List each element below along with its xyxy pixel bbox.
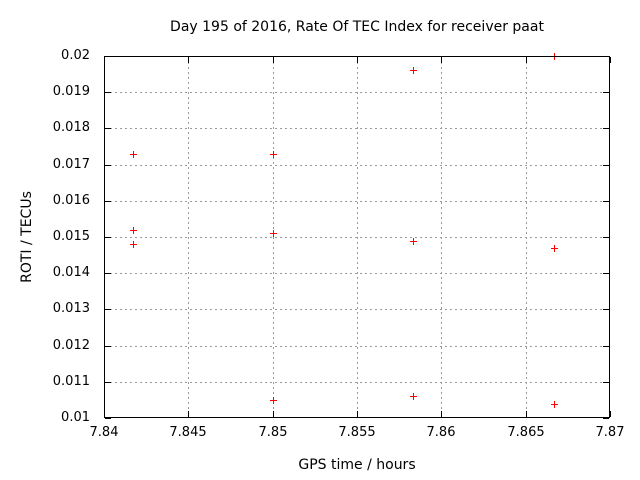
data-point-marker	[551, 401, 558, 408]
x-tick-mark-top	[273, 57, 274, 63]
y-tick-mark-right	[603, 128, 609, 129]
y-gridline	[105, 201, 609, 202]
y-tick-mark-left	[105, 201, 111, 202]
y-tick-mark-left	[105, 273, 111, 274]
x-tick-label: 7.85	[258, 425, 288, 440]
x-tick-mark-top	[526, 57, 527, 63]
y-tick-label: 0.018	[52, 120, 90, 135]
y-gridline	[105, 165, 609, 166]
y-tick-mark-right	[603, 309, 609, 310]
y-tick-mark-left	[105, 56, 111, 57]
y-tick-mark-left	[105, 92, 111, 93]
y-tick-label: 0.012	[52, 338, 90, 353]
data-point-marker	[130, 151, 137, 158]
y-tick-label: 0.019	[52, 84, 90, 99]
y-tick-label: 0.011	[52, 374, 90, 389]
x-tick-label: 7.86	[426, 425, 456, 440]
data-point-marker	[410, 393, 417, 400]
y-tick-mark-left	[105, 237, 111, 238]
y-tick-mark-left	[105, 346, 111, 347]
data-point-marker	[551, 245, 558, 252]
data-point-marker	[130, 241, 137, 248]
y-tick-mark-right	[603, 382, 609, 383]
x-tick-label: 7.84	[89, 425, 119, 440]
x-tick-mark-top	[104, 57, 105, 63]
y-tick-label: 0.013	[52, 301, 90, 316]
plot-area-border	[104, 56, 610, 418]
x-tick-label: 7.855	[338, 425, 376, 440]
data-point-marker	[270, 151, 277, 158]
y-tick-label: 0.017	[52, 157, 90, 172]
y-tick-mark-left	[105, 128, 111, 129]
y-tick-mark-right	[603, 165, 609, 166]
y-tick-mark-right	[603, 346, 609, 347]
y-tick-mark-right	[603, 273, 609, 274]
y-gridline	[105, 92, 609, 93]
y-gridline	[105, 382, 609, 383]
y-tick-mark-left	[105, 165, 111, 166]
y-gridline	[105, 309, 609, 310]
x-tick-mark-bottom	[104, 411, 105, 417]
x-tick-mark-top	[610, 57, 611, 63]
y-tick-mark-right	[603, 56, 609, 57]
x-tick-label: 7.845	[169, 425, 207, 440]
x-tick-mark-bottom	[357, 411, 358, 417]
x-tick-mark-top	[441, 57, 442, 63]
x-tick-mark-top	[188, 57, 189, 63]
y-tick-label: 0.016	[52, 193, 90, 208]
y-tick-mark-left	[105, 418, 111, 419]
x-tick-mark-bottom	[610, 411, 611, 417]
data-point-marker	[270, 230, 277, 237]
x-tick-mark-bottom	[441, 411, 442, 417]
x-tick-label: 7.87	[595, 425, 625, 440]
chart-title: Day 195 of 2016, Rate Of TEC Index for r…	[170, 19, 544, 35]
x-tick-mark-bottom	[273, 411, 274, 417]
x-tick-mark-bottom	[188, 411, 189, 417]
y-gridline	[105, 128, 609, 129]
x-axis-label: GPS time / hours	[298, 457, 416, 473]
y-tick-label: 0.01	[61, 410, 90, 425]
data-point-marker	[410, 67, 417, 74]
y-tick-mark-right	[603, 237, 609, 238]
y-gridline	[105, 273, 609, 274]
y-tick-label: 0.02	[61, 48, 90, 63]
y-tick-label: 0.015	[52, 229, 90, 244]
y-tick-mark-left	[105, 309, 111, 310]
data-point-marker	[410, 238, 417, 245]
x-tick-mark-bottom	[526, 411, 527, 417]
data-point-marker	[130, 227, 137, 234]
y-tick-mark-right	[603, 418, 609, 419]
x-tick-mark-top	[357, 57, 358, 63]
y-tick-mark-right	[603, 92, 609, 93]
x-tick-label: 7.865	[507, 425, 545, 440]
y-gridline	[105, 237, 609, 238]
data-point-marker	[270, 397, 277, 404]
y-tick-mark-right	[603, 201, 609, 202]
y-tick-label: 0.014	[52, 265, 90, 280]
y-gridline	[105, 346, 609, 347]
y-tick-mark-left	[105, 382, 111, 383]
